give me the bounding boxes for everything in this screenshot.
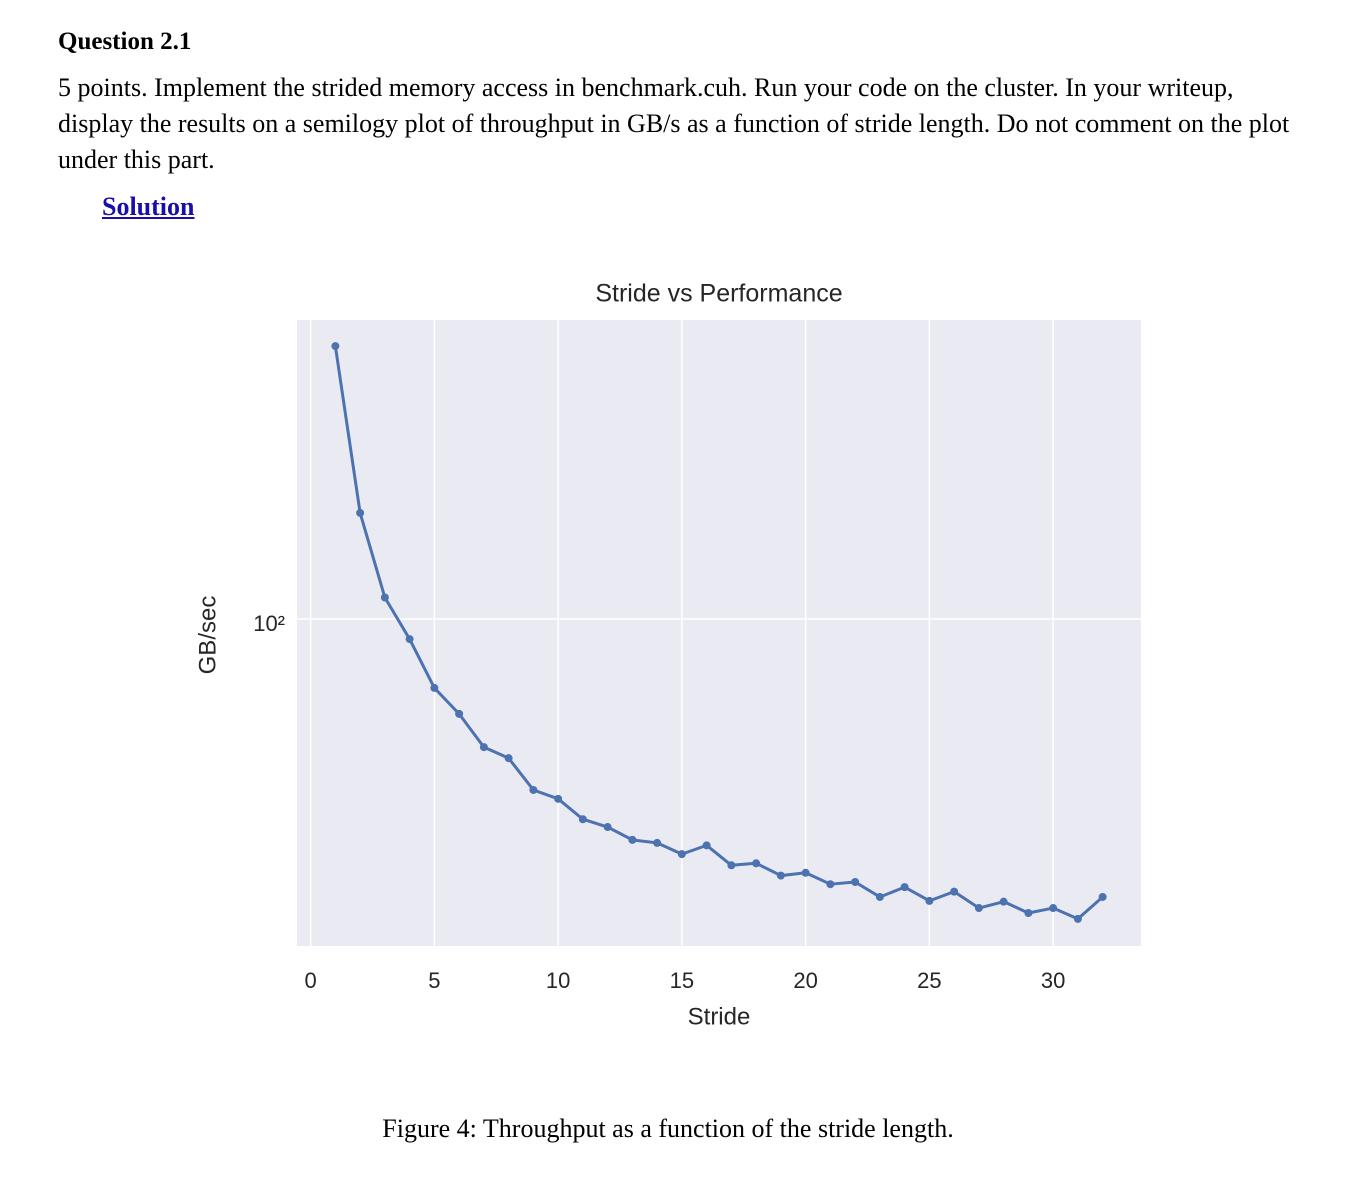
x-tick-label: 10 [546, 968, 570, 993]
heading: Question 2.1 [58, 28, 192, 55]
point [875, 892, 884, 901]
paragraph: 5 points. Implement the strided memory a… [58, 73, 1290, 174]
point [455, 709, 464, 718]
x-tick-label: 15 [670, 968, 694, 993]
x-tick-label: 20 [793, 968, 817, 993]
point [430, 683, 439, 692]
y-axis-label: GB/sec [194, 596, 221, 675]
y-tick-label: 10² [253, 611, 285, 636]
point [900, 883, 909, 892]
point [405, 635, 414, 644]
plot-area [297, 320, 1141, 946]
point [702, 841, 711, 850]
point [950, 887, 959, 896]
point [974, 904, 983, 913]
point [628, 835, 637, 844]
point [752, 859, 761, 868]
x-tick-label: 0 [304, 968, 316, 993]
solution-link[interactable]: Solution [102, 192, 195, 221]
point [999, 897, 1008, 906]
point [677, 850, 686, 859]
x-axis-label: Stride [688, 1003, 751, 1030]
x-tick-label: 25 [917, 968, 941, 993]
x-tick-label: 5 [428, 968, 440, 993]
point [653, 838, 662, 847]
point [331, 342, 340, 351]
x-tick-label: 30 [1041, 968, 1065, 993]
point [776, 871, 785, 880]
chart-title: Stride vs Performance [595, 280, 842, 308]
point [925, 896, 934, 905]
point [479, 743, 488, 752]
point [554, 794, 563, 803]
line [333, 345, 1104, 921]
point [1073, 914, 1082, 923]
point [1098, 892, 1107, 901]
point [578, 815, 587, 824]
point [380, 593, 389, 602]
point [603, 823, 612, 832]
chart: Stride vs Performance Stride GB/sec 0 5 10… [194, 280, 1141, 1030]
point [529, 785, 538, 794]
caption: Figure 4: Throughput as a function of th… [382, 1114, 954, 1143]
point [801, 868, 810, 877]
point [826, 880, 835, 889]
point [1049, 904, 1058, 913]
point [851, 878, 860, 887]
point [356, 508, 365, 517]
point [1024, 908, 1033, 917]
point [727, 861, 736, 870]
point [504, 754, 513, 763]
